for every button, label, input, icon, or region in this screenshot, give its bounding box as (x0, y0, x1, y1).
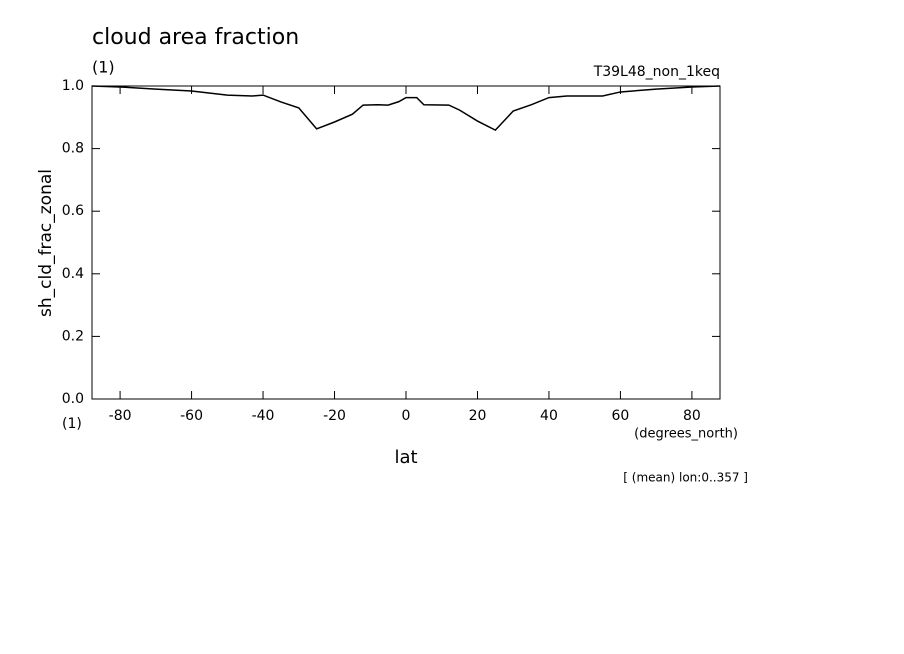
x-tick-label: 20 (469, 408, 487, 424)
chart-title: cloud area fraction (92, 25, 299, 50)
dataset-label: T39L48_non_1keq (593, 64, 720, 80)
x-tick-label: -60 (180, 408, 203, 424)
x-tick-label: 40 (540, 408, 558, 424)
y-tick-label: 0.6 (62, 203, 84, 219)
x-tick-label: 80 (683, 408, 701, 424)
y-tick-label: 0.2 (62, 328, 84, 344)
x-tick-label: -40 (252, 408, 275, 424)
data-line (91, 85, 721, 132)
y-units: (1) (62, 416, 82, 432)
y-tick-label: 0.0 (62, 391, 84, 407)
annotation: [ (mean) lon:0..357 ] (623, 471, 748, 485)
y-tick-label: 1.0 (62, 78, 84, 94)
x-tick-label: 0 (402, 408, 411, 424)
x-tick-label: -20 (323, 408, 346, 424)
x-units: (degrees_north) (634, 427, 738, 442)
y-tick-label: 0.4 (62, 266, 84, 282)
y-axis-label: sh_cld_frac_zonal (36, 169, 56, 317)
x-tick-label: -80 (109, 408, 132, 424)
y-tick-label: 0.8 (62, 141, 84, 157)
title-units: (1) (92, 58, 115, 77)
x-tick-label: 60 (612, 408, 630, 424)
x-axis-label: lat (394, 447, 417, 468)
